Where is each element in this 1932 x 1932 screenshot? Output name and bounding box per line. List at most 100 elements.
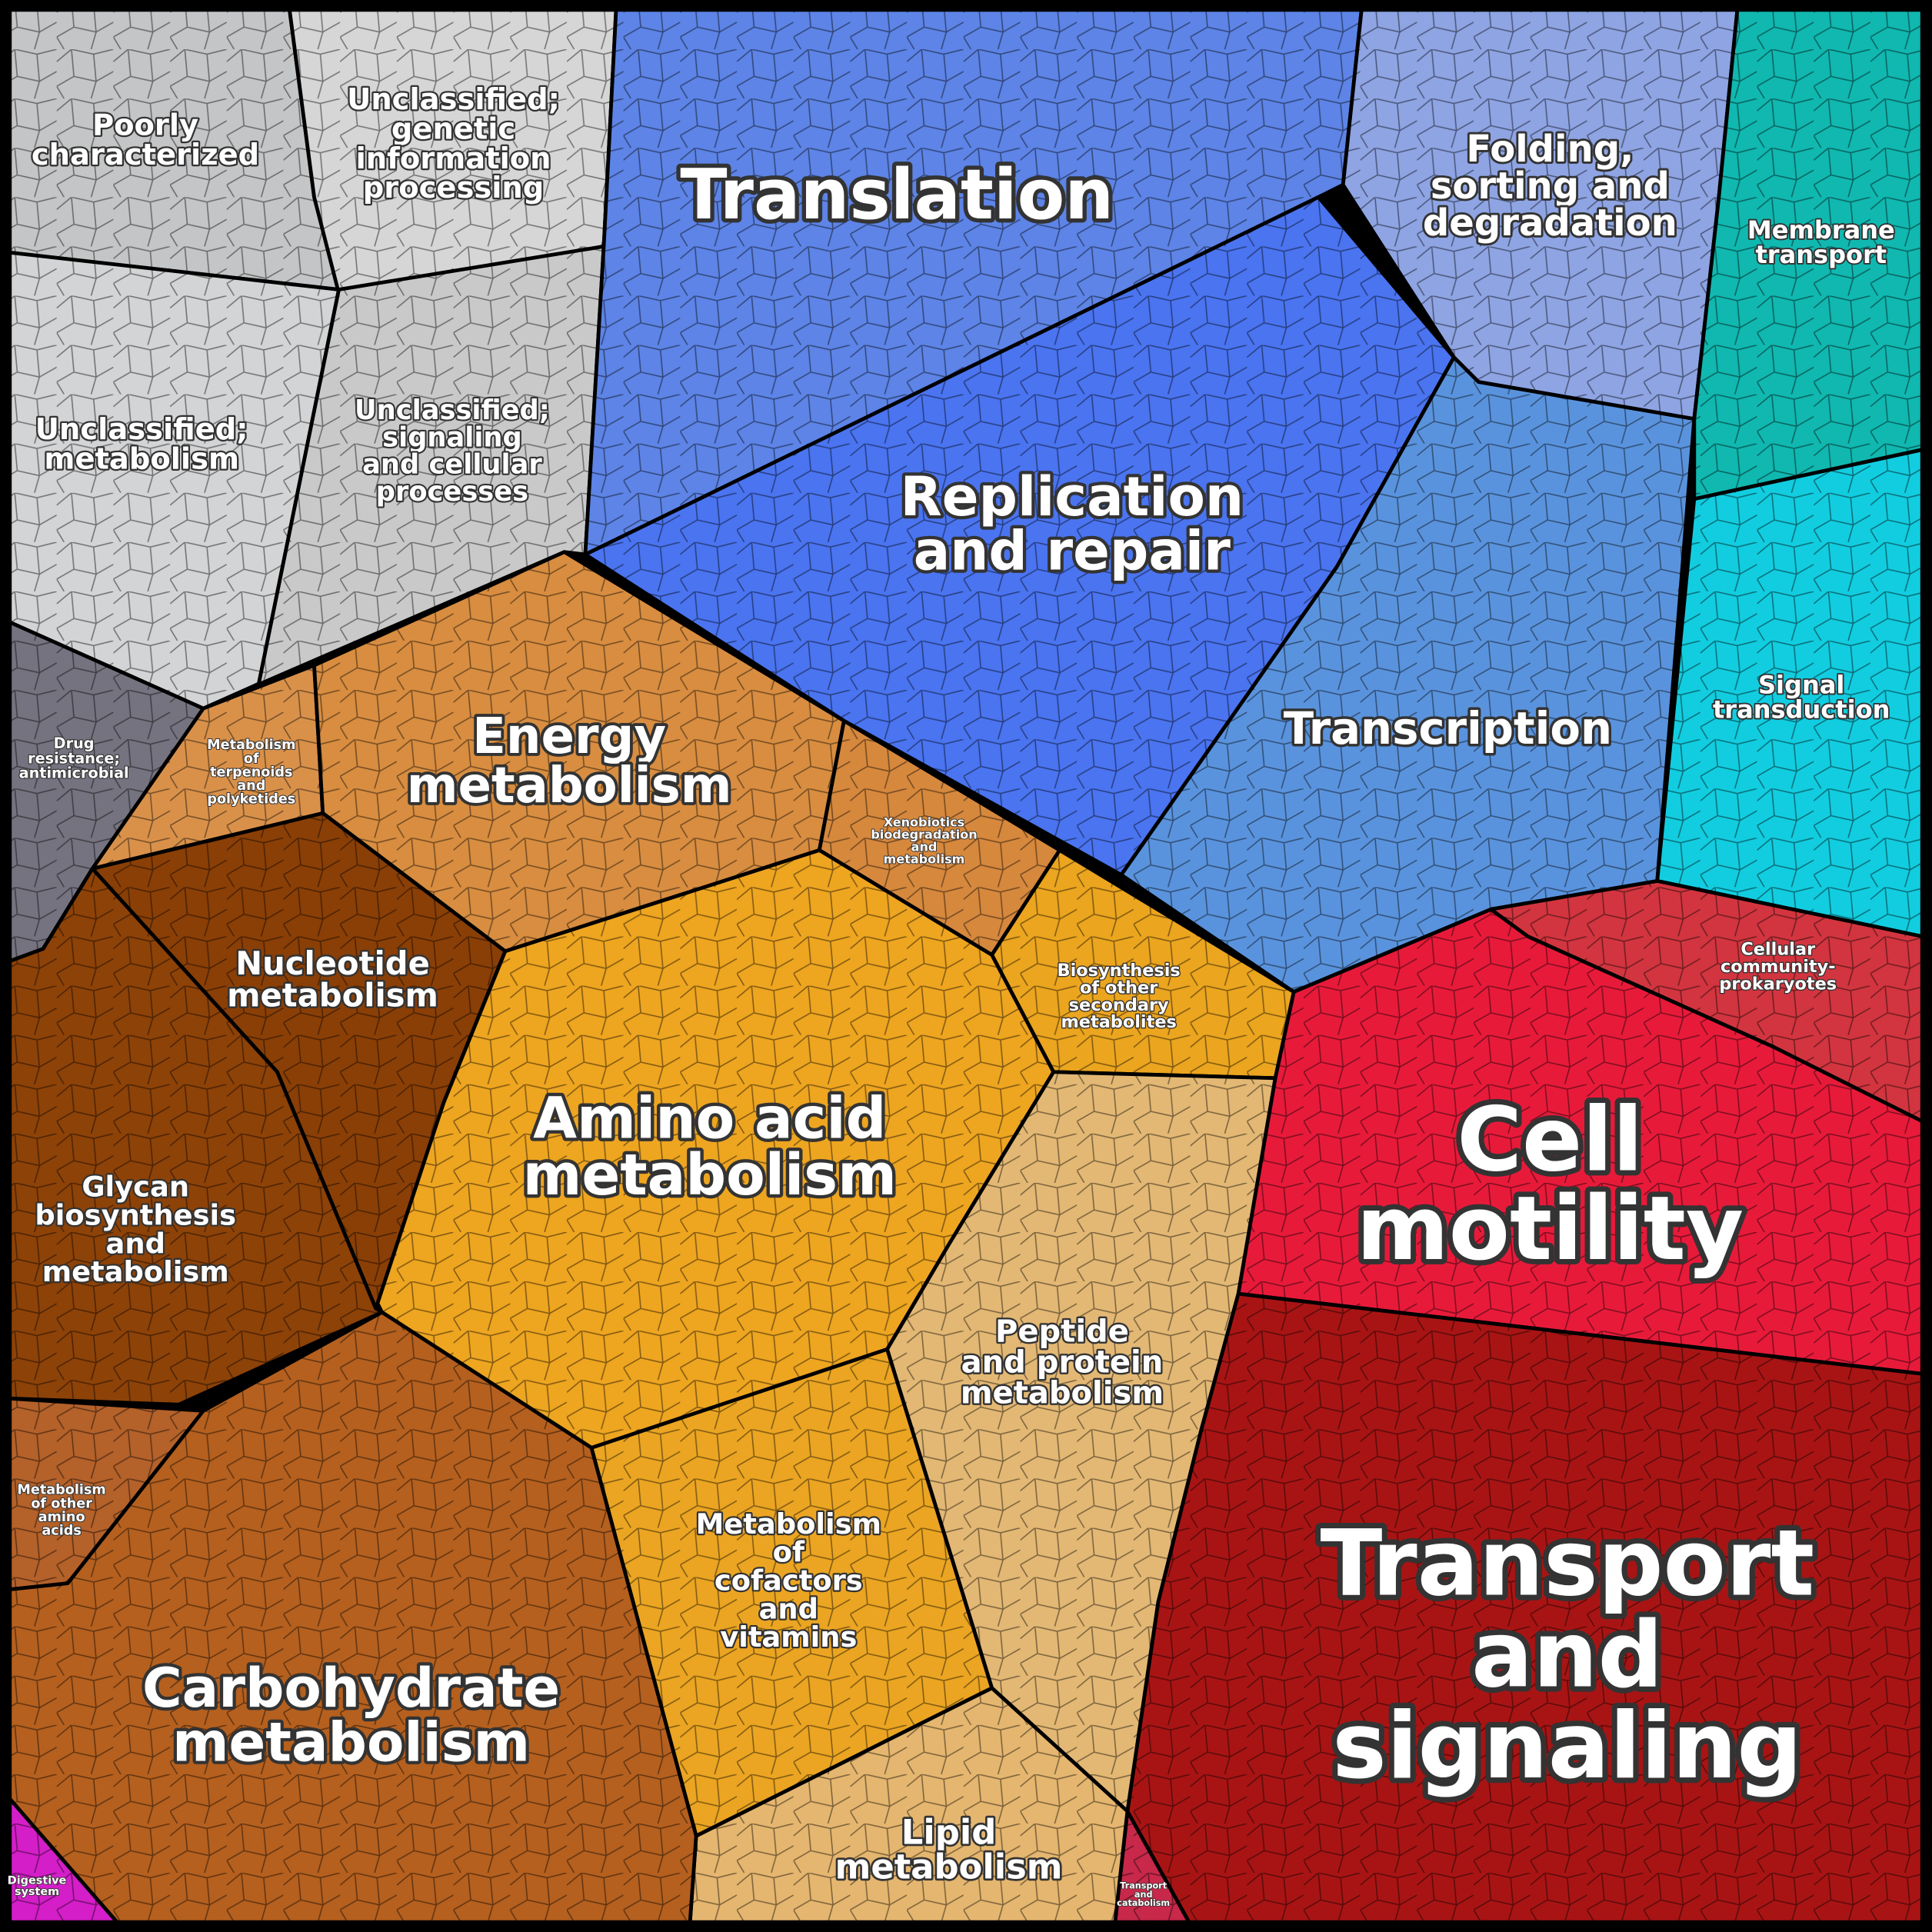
region-label: Transport: [1320, 1511, 1814, 1617]
region-label: transduction: [1713, 695, 1890, 724]
region-label: and repair: [914, 519, 1231, 582]
region-label: of: [244, 751, 259, 767]
region-label: and: [237, 778, 265, 794]
region-cells: [9, 9, 339, 290]
region-label: Unclassified;: [35, 412, 248, 447]
region-label: Unclassified;: [355, 395, 550, 426]
region-label: Amino acid: [533, 1086, 886, 1151]
region-label: resistance;: [28, 749, 120, 767]
region-label: prokaryotes: [1719, 974, 1837, 994]
region-label: and: [759, 1592, 818, 1625]
region-label: Poorly: [92, 108, 198, 143]
region-label: Transcription: [1284, 702, 1612, 754]
region-label: Glycan: [82, 1171, 189, 1204]
region-label: motility: [1357, 1178, 1744, 1281]
region-label: community-: [1720, 957, 1836, 977]
region-label: and: [911, 840, 938, 854]
region-cells: [92, 665, 323, 869]
region-label: metabolism: [407, 758, 732, 814]
region-label: catabolism: [1117, 1898, 1170, 1908]
region-label: processing: [363, 171, 545, 205]
region-cells: [991, 850, 1294, 1078]
region-cells: [203, 246, 604, 709]
region-label: metabolism: [835, 1846, 1063, 1887]
region-label: and: [1471, 1601, 1663, 1707]
region-cells: [591, 1349, 992, 1837]
region-label: Membrane: [1747, 215, 1895, 245]
region-label: of other: [31, 1496, 92, 1511]
region-label: metabolism: [42, 1255, 229, 1288]
region-label: amino: [38, 1510, 85, 1525]
region-label: acids: [42, 1524, 81, 1539]
region-cells: [9, 868, 382, 1405]
region-label: degradation: [1423, 202, 1677, 245]
region-label: cofactors: [715, 1564, 863, 1597]
region-label: Folding,: [1466, 128, 1634, 171]
region-cells: [9, 622, 204, 961]
region-cells: [1694, 9, 1923, 499]
region-label: Transport: [1120, 1881, 1167, 1891]
region-label: Metabolism: [207, 738, 295, 753]
region-cells: [1127, 1294, 1923, 1923]
region-label: Lipid: [901, 1811, 997, 1852]
region-label: and protein: [961, 1344, 1164, 1380]
region-label: transport: [1755, 240, 1887, 269]
region-cells: [1491, 881, 1923, 1121]
region-label: metabolism: [44, 442, 239, 477]
region-label: polyketides: [207, 792, 295, 808]
region-label: of: [773, 1536, 805, 1569]
region-label: Translation: [680, 155, 1114, 235]
region-cells: [289, 9, 617, 294]
region-label: vitamins: [720, 1621, 857, 1654]
region-label: of other: [1080, 978, 1158, 998]
region-label: biodegradation: [871, 828, 977, 842]
region-cells: [1121, 357, 1694, 992]
region-label: secondary: [1069, 995, 1169, 1015]
region-cells: [314, 551, 844, 951]
region-cells: [9, 1312, 697, 1923]
region-label: Unclassified;: [347, 82, 560, 117]
region-label: terpenoids: [210, 764, 292, 780]
region-label: Cell: [1457, 1089, 1643, 1192]
region-label: and: [1134, 1890, 1153, 1900]
region-cells: [1657, 449, 1923, 937]
region-label: Metabolism: [17, 1483, 105, 1498]
region-cells: [92, 813, 505, 1309]
region-label: Nucleotide: [235, 944, 430, 982]
region-cells: [1114, 1811, 1189, 1923]
region-label: antimicrobial: [19, 764, 129, 782]
region-cells: [819, 721, 1060, 955]
region-label: Cellular: [1740, 940, 1815, 960]
region-cells: [585, 197, 1454, 875]
region-cells: [375, 850, 1054, 1448]
region-label: signaling: [1332, 1693, 1802, 1799]
region-label: Signal: [1758, 670, 1844, 699]
region-label: and cellular: [362, 449, 542, 481]
region-label: Drug: [54, 734, 95, 752]
region-label: metabolism: [961, 1376, 1164, 1411]
region-label: Metabolism: [696, 1507, 881, 1541]
region-label: Replication: [900, 465, 1244, 528]
region-label: biosynthesis: [35, 1199, 236, 1232]
region-label: and: [106, 1227, 165, 1260]
region-label: Carbohydrate: [142, 1657, 560, 1720]
region-label: sorting and: [1431, 165, 1670, 208]
region-cells: [9, 252, 339, 709]
region-label: Peptide: [995, 1314, 1129, 1349]
region-label: metabolism: [227, 977, 438, 1014]
region-label: Energy: [472, 708, 666, 765]
region-label: information: [356, 142, 551, 176]
region-label: processes: [376, 476, 528, 508]
region-label: Xenobiotics: [884, 815, 964, 830]
region-label: genetic: [391, 112, 515, 146]
region-cells: [9, 1798, 118, 1923]
region-label: signaling: [382, 421, 522, 453]
region-label: metabolism: [523, 1143, 897, 1208]
region-label: metabolites: [1061, 1012, 1176, 1032]
region-cells: [887, 1071, 1276, 1811]
region-cells: [1343, 9, 1737, 419]
region-cells: [1238, 909, 1923, 1374]
region-cells: [585, 9, 1362, 555]
region-label: system: [15, 1886, 59, 1898]
